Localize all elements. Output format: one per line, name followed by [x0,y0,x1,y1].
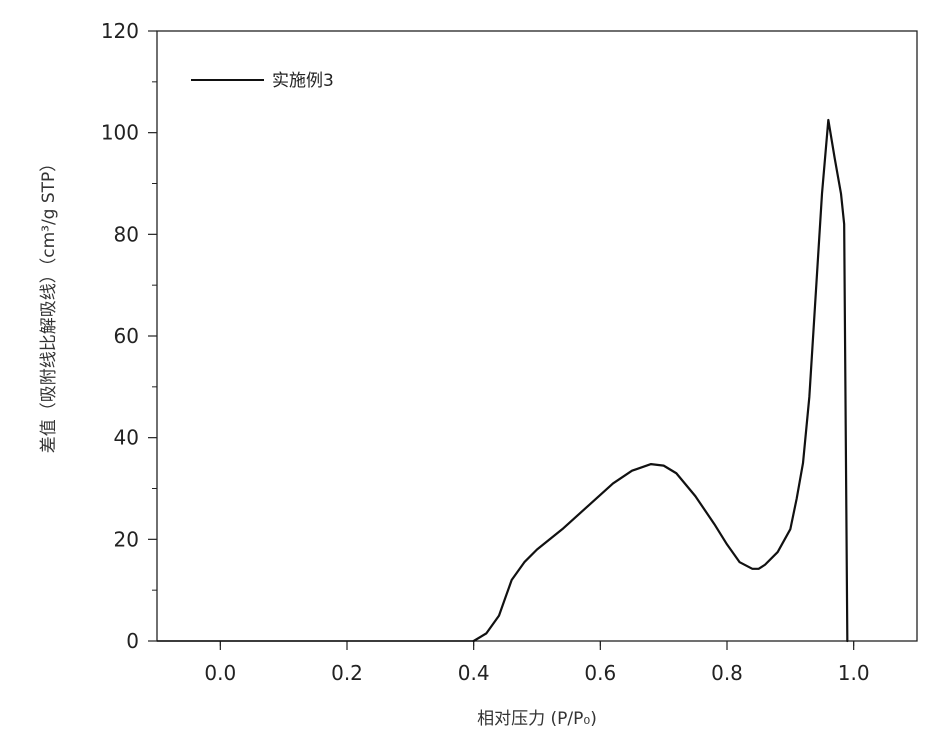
x-axis-title: 相对压力 (P/P₀) [477,709,597,729]
y-tick-label: 0 [126,629,139,653]
y-tick-label: 100 [101,121,139,145]
x-tick-label: 0.8 [711,661,743,685]
x-tick-label: 0.4 [458,661,490,685]
y-tick-label: 120 [101,19,139,43]
x-tick-label: 1.0 [838,661,870,685]
x-tick-label: 0.6 [584,661,616,685]
y-tick-label: 40 [114,426,139,450]
y-tick-label: 80 [114,222,139,246]
y-tick-label: 20 [114,527,139,551]
legend: 实施例3 [191,71,334,91]
x-tick-label: 0.2 [331,661,363,685]
y-tick-label: 60 [114,324,139,348]
legend-label: 实施例3 [272,71,334,91]
series-line [474,120,848,641]
x-tick-label: 0.0 [204,661,236,685]
series-layer [157,120,847,641]
tick-labels: 0.0 0.2 0.4 0.6 0.8 1.0 0 20 40 60 80 100 120 [101,19,870,685]
y-axis-title: 差值（吸附线比解吸线）（cm³/g STP） [39,155,59,454]
axis-ticks [148,31,854,650]
